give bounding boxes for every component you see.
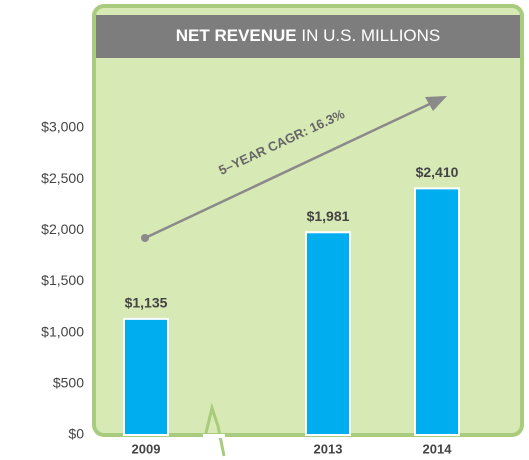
arrow-start xyxy=(141,234,149,242)
trend-arrow xyxy=(144,99,437,240)
title-bold: NET REVENUE xyxy=(176,26,297,45)
value-label: $2,410 xyxy=(416,164,459,180)
bar xyxy=(305,231,351,436)
title-rest: IN U.S. MILLIONS xyxy=(301,26,440,45)
chart-title: NET REVENUE IN U.S. MILLIONS xyxy=(176,26,441,45)
value-label: $1,981 xyxy=(307,208,350,224)
arrow-head xyxy=(425,96,447,111)
value-label: $1,135 xyxy=(125,295,168,311)
y-tick-label: $1,500 xyxy=(41,272,84,288)
y-tick-label: $3,000 xyxy=(41,119,84,135)
x-tick-label: 2013 xyxy=(314,441,343,456)
y-tick-label: $1,000 xyxy=(41,323,84,339)
y-tick-label: $2,500 xyxy=(41,170,84,186)
bar xyxy=(414,187,460,436)
axis-break-gap xyxy=(203,434,225,438)
y-tick-label: $2,000 xyxy=(41,221,84,237)
x-tick-label: 2014 xyxy=(423,441,453,456)
axis-break xyxy=(203,402,226,457)
header-band xyxy=(96,15,520,58)
y-tick-label: $500 xyxy=(53,375,84,391)
x-tick-label: 2009 xyxy=(132,441,161,456)
bar xyxy=(123,317,169,436)
y-tick-label: $0 xyxy=(68,426,84,442)
